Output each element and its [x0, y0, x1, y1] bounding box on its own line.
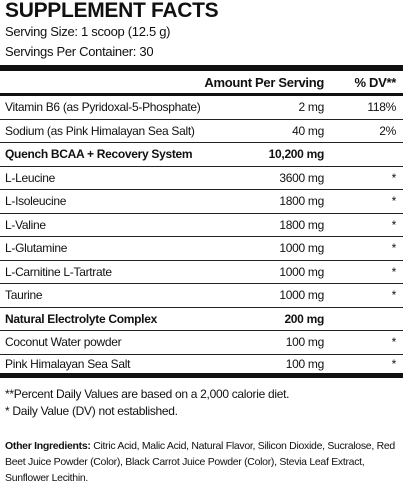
footnotes: **Percent Daily Values are based on a 2,…: [0, 378, 403, 420]
ingredient-name: Pink Himalayan Sea Salt: [5, 356, 131, 371]
daily-value: *: [391, 170, 397, 185]
ingredient-name: Quench BCAA + Recovery System: [5, 147, 193, 162]
nutrient-row: L-Carnitine L-Tartrate 1000 mg *: [0, 261, 403, 284]
ingredient-name: L-Leucine: [5, 170, 56, 185]
daily-value: 2%: [379, 123, 396, 138]
footnote: **Percent Daily Values are based on a 2,…: [5, 387, 290, 401]
blend-row: Quench BCAA + Recovery System 10,200 mg: [0, 143, 403, 167]
ingredient-name: Sodium (as Pink Himalayan Sea Salt): [5, 123, 195, 138]
amount: 1800 mg: [279, 194, 324, 209]
amount: 1800 mg: [279, 217, 324, 232]
ingredient-name: Vitamin B6 (as Pyridoxal-5-Phosphate): [5, 100, 201, 115]
ingredient-name: L-Carnitine L-Tartrate: [5, 264, 112, 279]
nutrient-row: Pink Himalayan Sea Salt 100 mg *: [0, 355, 403, 378]
nutrient-row: Taurine 1000 mg *: [0, 284, 403, 308]
nutrient-row: L-Isoleucine 1800 mg *: [0, 190, 403, 214]
table-header: Amount Per Serving % DV**: [0, 71, 403, 96]
ingredient-name: L-Isoleucine: [5, 194, 67, 209]
nutrient-row: Vitamin B6 (as Pyridoxal-5-Phosphate) 2 m…: [0, 96, 403, 120]
facts-table: Amount Per Serving % DV** Vitamin B6 (as…: [0, 71, 403, 378]
footnote: * Daily Value (DV) not established.: [5, 404, 178, 418]
nutrient-row: Coconut Water powder 100 mg *: [0, 331, 403, 355]
divider: [0, 65, 403, 71]
column-header: Amount Per Serving: [204, 74, 324, 90]
title: SUPPLEMENT FACTS: [5, 0, 219, 22]
nutrient-row: Sodium (as Pink Himalayan Sea Salt) 40 mg…: [0, 120, 403, 143]
daily-value: 118%: [367, 100, 396, 115]
amount: 10,200 mg: [268, 147, 325, 162]
nutrient-row: L-Leucine 3600 mg *: [0, 167, 403, 190]
amount: 40 mg: [292, 123, 324, 138]
nutrient-row: L-Valine 1800 mg *: [0, 214, 403, 237]
amount: 100 mg: [285, 335, 325, 350]
amount: 3600 mg: [279, 170, 324, 185]
amount: 200 mg: [284, 311, 324, 326]
daily-value: *: [391, 241, 397, 256]
blend-row: Natural Electrolyte Complex 200 mg: [0, 308, 403, 331]
ingredient-name: Coconut Water powder: [5, 335, 122, 350]
amount: 100 mg: [285, 356, 325, 371]
amount: 1000 mg: [279, 241, 324, 256]
daily-value: *: [391, 288, 397, 303]
ingredient-name: Taurine: [5, 288, 43, 303]
nutrient-row: L-Glutamine 1000 mg *: [0, 237, 403, 261]
amount: 2 mg: [298, 100, 325, 115]
daily-value: *: [391, 194, 397, 209]
amount: 1000 mg: [279, 264, 324, 279]
column-header: % DV**: [354, 74, 396, 90]
daily-value: *: [391, 264, 397, 279]
serving-size: Serving Size: 1 scoop (12.5 g): [5, 24, 171, 39]
other-ingredients: Other Ingredients: Citric Acid, Malic Ac…: [0, 420, 403, 486]
ingredient-name: L-Valine: [5, 217, 46, 232]
ingredient-name: Natural Electrolyte Complex: [5, 311, 157, 326]
other-ingredients-label: Other Ingredients:: [5, 440, 91, 452]
daily-value: *: [391, 217, 397, 232]
daily-value: *: [391, 335, 397, 350]
ingredient-name: L-Glutamine: [5, 241, 68, 256]
daily-value: *: [391, 356, 397, 371]
servings-per-container: Servings Per Container: 30: [5, 44, 154, 59]
amount: 1000 mg: [279, 288, 324, 303]
